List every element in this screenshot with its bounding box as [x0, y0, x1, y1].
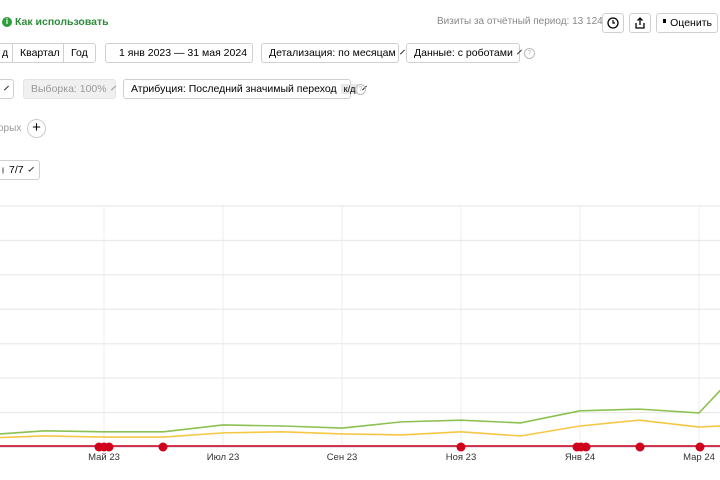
add-button[interactable]: + [27, 119, 46, 138]
series-line [0, 389, 720, 435]
date-range-button[interactable]: 1 янв 2023 — 31 мая 2024 [105, 43, 253, 63]
quarter-button[interactable]: Квартал [12, 43, 64, 63]
data-button[interactable]: Данные: с роботами [406, 43, 522, 63]
filter-dot [2, 166, 4, 174]
series-count: 7/7 [8, 164, 24, 176]
visits-total: Визиты за отчётный период: 13 124 [437, 16, 603, 27]
x-tick-label: Май 23 [88, 452, 120, 463]
clock-icon [607, 17, 619, 29]
info-icon: i [2, 17, 12, 27]
sample-button: Выборка: 100% [23, 79, 116, 99]
rate-icon [663, 19, 667, 23]
week-label: д [2, 47, 9, 59]
x-tick-label: Июл 23 [207, 452, 240, 463]
attribution-button[interactable]: Атрибуция: Последний значимый переход к/… [123, 79, 368, 99]
series-line [0, 419, 720, 439]
detail-button[interactable]: Детализация: по месяцам [261, 43, 405, 63]
help-icon[interactable]: ? [524, 48, 535, 59]
rate-button[interactable]: Оценить [656, 13, 718, 33]
annotation-marker[interactable] [635, 442, 645, 452]
rate-label: Оценить [670, 17, 712, 29]
annotation-marker[interactable] [581, 442, 591, 452]
history-button[interactable] [602, 13, 624, 33]
x-tick-label: Мар 24 [683, 452, 715, 463]
segments-fragment: орых [0, 123, 22, 134]
grid [0, 205, 720, 448]
year-label: Год [71, 47, 88, 59]
series-filter[interactable]: 7/7 [0, 160, 40, 180]
data-label: Данные: с роботами [414, 47, 513, 59]
attribution-label: Атрибуция: Последний значимый переход [131, 83, 337, 95]
annotation-marker[interactable] [104, 442, 114, 452]
x-tick-label: Янв 24 [565, 452, 595, 463]
annotation-marker[interactable] [456, 442, 466, 452]
help-link[interactable]: Как использовать [15, 16, 109, 28]
year-button[interactable]: Год [63, 43, 96, 63]
detail-label: Детализация: по месяцам [269, 47, 396, 59]
annotation-markers [94, 442, 705, 452]
x-tick-label: Сен 23 [327, 452, 358, 463]
help-icon[interactable]: ? [355, 84, 366, 95]
segment-dropdown[interactable] [0, 79, 14, 99]
annotation-marker[interactable] [158, 442, 168, 452]
date-range-label: 1 янв 2023 — 31 мая 2024 [119, 47, 248, 59]
x-tick-label: Ноя 23 [446, 452, 477, 463]
annotation-marker[interactable] [695, 442, 705, 452]
share-icon [635, 17, 645, 29]
export-button[interactable] [629, 13, 651, 33]
sample-label: Выборка: 100% [31, 83, 107, 95]
attribution-tag: к/д [340, 84, 359, 94]
lines [0, 389, 720, 448]
quarter-label: Квартал [20, 47, 60, 59]
